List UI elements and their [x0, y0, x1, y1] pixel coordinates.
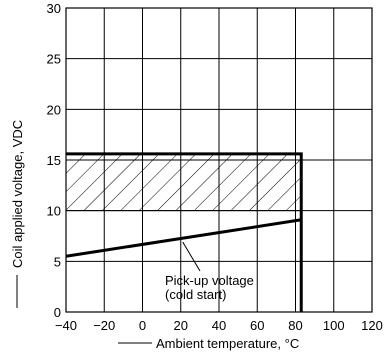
y-tick-labels: 0 5 10 15 20 25 30: [47, 1, 61, 320]
x-tick-label-7: 100: [323, 318, 345, 333]
hatched-operating-region: [66, 153, 302, 211]
x-tick-labels: −40 −20 0 20 40 60 80 100 120: [55, 318, 383, 333]
x-axis-label: Ambient temperature, °C: [156, 336, 299, 351]
y-tick-label-1: 5: [54, 254, 61, 269]
y-tick-label-0: 0: [54, 305, 61, 320]
y-tick-label-5: 25: [47, 52, 61, 67]
x-tick-label-8: 120: [361, 318, 383, 333]
pickup-voltage-line: [65, 218, 302, 258]
annotation-leader-line: [182, 241, 201, 272]
annotation-line-0: Pick-up voltage: [165, 273, 254, 288]
x-tick-label-0: −40: [55, 318, 77, 333]
x-tick-label-3: 20: [174, 318, 188, 333]
y-tick-label-3: 15: [47, 153, 61, 168]
y-tick-label-4: 20: [47, 102, 61, 117]
x-tick-label-5: 60: [250, 318, 264, 333]
x-tick-label-4: 40: [212, 318, 226, 333]
x-tick-label-2: 0: [139, 318, 146, 333]
annotation-line-1: (cold start): [165, 287, 226, 302]
y-tick-label-6: 30: [47, 1, 61, 16]
x-tick-label-6: 80: [288, 318, 302, 333]
y-tick-label-2: 10: [47, 204, 61, 219]
plot-frame: [65, 7, 373, 313]
operating-boundary-line: [66, 152, 303, 312]
y-axis-label: Coil applied voltage, VDC: [10, 120, 25, 268]
y-axis-title: Coil applied voltage, VDC: [10, 120, 25, 308]
pickup-voltage-annotation: Pick-up voltage(cold start): [165, 273, 254, 302]
x-axis-title: Ambient temperature, °C: [118, 336, 299, 351]
x-tick-label-1: −20: [93, 318, 115, 333]
